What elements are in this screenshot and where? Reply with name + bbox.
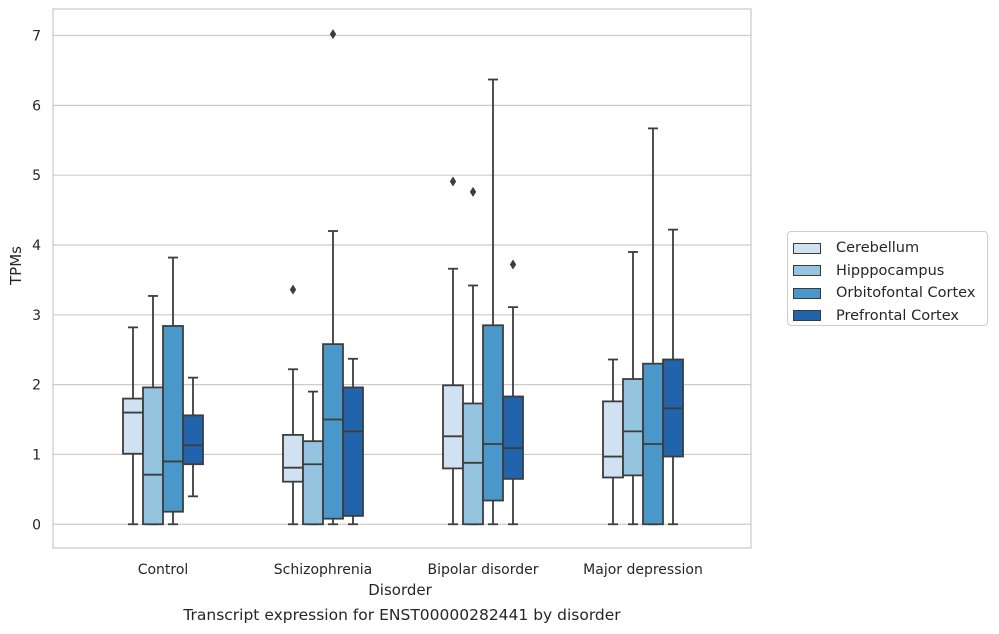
box-body bbox=[622, 378, 644, 477]
box-body bbox=[502, 395, 524, 480]
box-2-1 bbox=[322, 29, 344, 526]
box-body bbox=[462, 402, 484, 526]
x-tick-labels: Control Schizophrenia Bipolar disorder Majo… bbox=[138, 562, 703, 578]
legend-swatch bbox=[793, 310, 821, 322]
legend-swatch bbox=[793, 265, 821, 277]
box-2-2 bbox=[482, 78, 504, 526]
box-body bbox=[442, 384, 464, 470]
box-0-1 bbox=[282, 284, 304, 526]
y-tick-label: 5 bbox=[32, 168, 41, 184]
y-tick-label: 3 bbox=[32, 308, 41, 324]
box-3-3 bbox=[662, 228, 684, 526]
y-tick-label: 0 bbox=[32, 517, 41, 533]
x-tick-label: Schizophrenia bbox=[274, 562, 372, 578]
box-body bbox=[122, 397, 144, 455]
box-1-3 bbox=[622, 251, 644, 526]
legend-item: Cerebellum bbox=[788, 237, 987, 260]
box-0-0 bbox=[122, 326, 144, 526]
box-body bbox=[342, 386, 364, 517]
y-tick-label: 2 bbox=[32, 378, 41, 394]
box-body bbox=[482, 324, 504, 502]
outlier-point bbox=[449, 176, 457, 187]
box-body bbox=[322, 343, 344, 520]
legend-item: Prefrontal Cortex bbox=[788, 305, 987, 328]
box-2-0 bbox=[162, 256, 184, 526]
box-body bbox=[162, 325, 184, 513]
box-2-3 bbox=[642, 127, 664, 526]
legend: Cerebellum Hipppocampus Orbitofontal Corte… bbox=[787, 231, 988, 326]
y-axis-label: TPMs bbox=[7, 246, 25, 286]
box-body bbox=[282, 433, 304, 483]
box-1-0 bbox=[142, 295, 164, 526]
box-3-2 bbox=[502, 259, 524, 526]
x-tick-label: Bipolar disorder bbox=[427, 562, 538, 578]
y-tick-label: 1 bbox=[32, 447, 41, 463]
x-axis-label: Disorder bbox=[368, 581, 432, 599]
box-1-1 bbox=[302, 390, 324, 526]
y-tick-label: 7 bbox=[32, 29, 41, 45]
plot-frame bbox=[52, 8, 752, 549]
box-body bbox=[302, 440, 324, 526]
legend-label: Orbitofontal Cortex bbox=[836, 285, 976, 302]
legend-label: Cerebellum bbox=[836, 240, 920, 257]
legend-label: Prefrontal Cortex bbox=[836, 307, 959, 324]
x-tick-label: Control bbox=[138, 562, 189, 578]
y-tick-label: 6 bbox=[32, 98, 41, 114]
box-3-0 bbox=[182, 376, 204, 498]
y-tick-label: 4 bbox=[32, 238, 41, 254]
legend-label: Hipppocampus bbox=[836, 262, 945, 279]
box-1-2 bbox=[462, 186, 484, 526]
box-body bbox=[182, 414, 204, 466]
y-tick-labels: 0 1 2 3 4 5 6 7 bbox=[32, 29, 41, 534]
box-0-3 bbox=[602, 358, 624, 526]
outlier-point bbox=[509, 259, 517, 270]
box-body bbox=[602, 400, 624, 479]
legend-item: Hipppocampus bbox=[788, 260, 987, 283]
outlier-point bbox=[329, 29, 337, 40]
outlier-point bbox=[469, 186, 477, 197]
legend-swatch bbox=[793, 287, 821, 299]
boxes bbox=[122, 29, 684, 526]
outlier-point bbox=[289, 284, 297, 295]
box-body bbox=[142, 386, 164, 526]
legend-swatch bbox=[793, 242, 821, 254]
legend-item: Orbitofontal Cortex bbox=[788, 282, 987, 305]
box-0-2 bbox=[442, 176, 464, 526]
figure-caption: Transcript expression for ENST0000028244… bbox=[183, 606, 621, 624]
box-3-1 bbox=[342, 357, 364, 526]
x-tick-label: Major depression bbox=[583, 562, 703, 578]
